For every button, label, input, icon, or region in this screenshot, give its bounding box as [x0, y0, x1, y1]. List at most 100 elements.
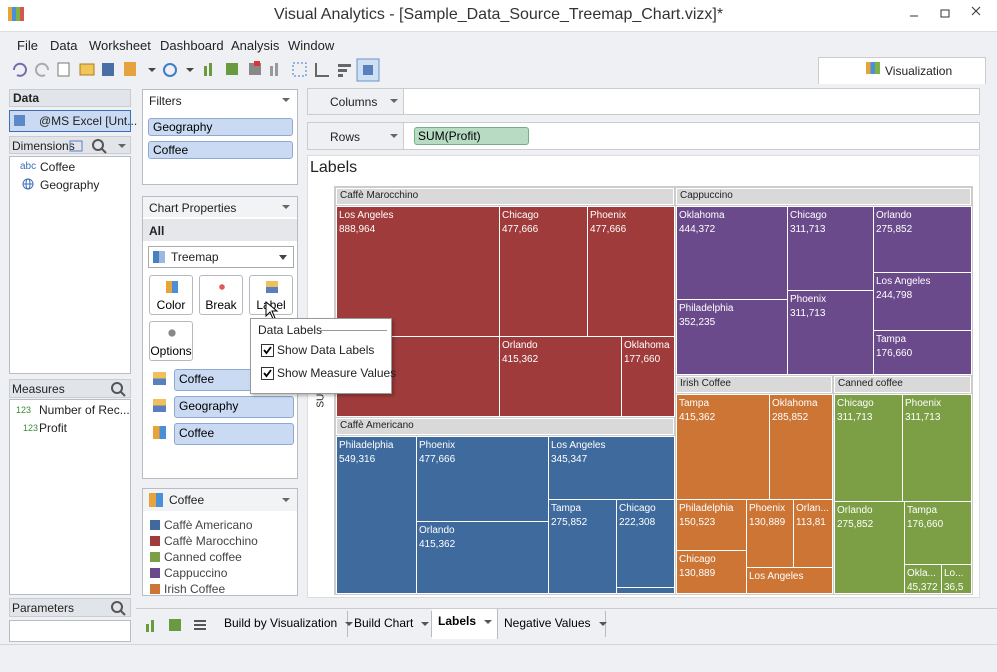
cell-value: 477,666: [419, 454, 456, 465]
tab-dropdown[interactable]: [598, 621, 607, 626]
mark-pill[interactable]: Coffee: [174, 423, 294, 445]
chart-type-select[interactable]: Treemap: [148, 246, 294, 268]
menu-item[interactable]: Window: [288, 38, 335, 53]
treemap-cell[interactable]: Chicago 130,889: [676, 550, 747, 594]
visualization-tab[interactable]: Visualization: [818, 57, 986, 84]
cell-value: 311,713: [837, 412, 873, 423]
property-button[interactable]: Label: [249, 275, 293, 315]
search-icon[interactable]: [110, 381, 128, 397]
mark-icon: [153, 426, 166, 439]
dimensions-list: abc Coffee Geography: [9, 156, 131, 374]
sheet-tab[interactable]: Build Chart: [348, 611, 432, 637]
dimension-item[interactable]: Coffee: [40, 160, 76, 174]
sheet-tab[interactable]: Negative Values: [498, 611, 607, 637]
menu-item[interactable]: Worksheet: [89, 38, 151, 53]
treemap-cell[interactable]: Orlando 275,852: [834, 501, 905, 594]
tab-dropdown[interactable]: [421, 621, 430, 626]
treemap-cell[interactable]: Philadelphia 150,523: [676, 499, 747, 551]
treemap-cell[interactable]: Philadelphia 549,316: [336, 436, 417, 594]
visualization-icon: [866, 62, 880, 74]
dimension-item[interactable]: Geography: [40, 178, 100, 192]
dropdown-arrow[interactable]: [390, 99, 398, 103]
treemap-cell[interactable]: Phoenix 477,666: [416, 436, 549, 522]
cell-value: 130,889: [679, 568, 716, 579]
checkbox[interactable]: [261, 367, 274, 380]
treemap-cell[interactable]: Oklahoma 177,660: [621, 336, 675, 417]
cell-value: 311,713: [905, 412, 941, 423]
legend-label: Cappuccino: [164, 566, 228, 580]
treemap-cell[interactable]: Los Angeles 244,798: [873, 272, 972, 331]
menu-item[interactable]: Dashboard: [160, 38, 224, 53]
cell-value: 150,523: [679, 517, 716, 528]
treemap-cell[interactable]: Phoenix 130,889: [746, 499, 794, 568]
cell-value: 244,798: [876, 290, 913, 301]
filter-pill[interactable]: Coffee: [148, 141, 293, 159]
treemap-cell[interactable]: Chicago 311,713: [834, 394, 903, 502]
treemap-cell[interactable]: Tampa 176,660: [904, 501, 972, 565]
group-header: Irish Coffee: [676, 376, 832, 393]
treemap-cell[interactable]: Okla... 45,372: [904, 564, 942, 594]
cell-label: Los Angeles: [551, 440, 606, 451]
rows-label: Rows: [330, 130, 361, 144]
cell-value: 275,852: [551, 517, 588, 528]
tab-tools[interactable]: [143, 615, 213, 635]
dropdown-arrow[interactable]: [282, 205, 290, 209]
sheet-tab[interactable]: Build by Visualization: [218, 611, 354, 637]
shelf-label-area: [308, 89, 404, 114]
property-button[interactable]: Options: [149, 321, 193, 361]
treemap-cell[interactable]: Phoenix 477,666: [587, 206, 675, 337]
window-controls[interactable]: [890, 0, 997, 30]
dropdown-arrow[interactable]: [282, 98, 290, 102]
treemap-cell[interactable]: Phoenix 311,713: [902, 394, 972, 502]
treemap-cell[interactable]: Philadelphia 352,235: [676, 299, 788, 375]
treemap-cell[interactable]: Oklahoma 285,852: [769, 394, 833, 500]
scope-label[interactable]: All: [149, 224, 165, 238]
data-source[interactable]: @MS Excel [Unt...: [9, 110, 137, 132]
treemap-cell[interactable]: Lo... 36,5: [941, 564, 972, 594]
mark-pill[interactable]: Geography: [174, 396, 294, 418]
treemap-cell[interactable]: Phoenix 311,713: [787, 290, 874, 375]
treemap-cell[interactable]: Los Angeles: [746, 567, 833, 594]
treemap-cell[interactable]: Chicago 222,308: [616, 499, 675, 588]
treemap-cell[interactable]: [616, 587, 675, 594]
treemap-cell[interactable]: Orlando 415,362: [416, 521, 549, 594]
tab-dropdown[interactable]: [484, 619, 493, 624]
dropdown-arrow[interactable]: [282, 498, 290, 502]
treemap-cell[interactable]: Orlan... 113,81: [793, 499, 833, 568]
group-header: Caffè Americano: [336, 418, 674, 435]
treemap-cell[interactable]: Los Angeles 888,964: [336, 206, 500, 337]
treemap-cell[interactable]: Orlando 415,362: [499, 336, 622, 417]
treemap-cell[interactable]: Chicago 311,713: [787, 206, 874, 291]
button-icon: [166, 281, 178, 293]
menu-item[interactable]: File: [17, 38, 38, 53]
sheet-tab[interactable]: Labels: [432, 609, 498, 639]
separator: [319, 330, 387, 331]
property-button[interactable]: Color: [149, 275, 193, 315]
search-icon[interactable]: [110, 600, 128, 616]
menu-item[interactable]: Data: [50, 38, 78, 53]
menu-item[interactable]: Analysis: [231, 38, 280, 53]
filter-pill[interactable]: Geography: [148, 118, 293, 136]
treemap-cell[interactable]: Tampa 176,660: [873, 330, 972, 375]
treemap-cell[interactable]: Orlando 275,852: [873, 206, 972, 273]
dimension-tools[interactable]: [68, 138, 128, 154]
measure-item[interactable]: Profit: [39, 421, 68, 435]
dropdown-arrow[interactable]: [390, 134, 398, 138]
cell-label: Philadelphia: [679, 303, 734, 314]
checkbox-label[interactable]: Show Measure Values: [277, 366, 397, 380]
treemap-cell[interactable]: Tampa 415,362: [676, 394, 770, 500]
parameters-box[interactable]: [9, 620, 131, 642]
measure-item[interactable]: Number of Rec...: [39, 403, 130, 417]
property-button[interactable]: Break: [199, 275, 243, 315]
rows-pill[interactable]: SUM(Profit): [414, 127, 529, 145]
cell-value: 549,316: [339, 454, 376, 465]
treemap-cell[interactable]: Chicago 477,666: [499, 206, 588, 337]
tab-dropdown[interactable]: [345, 621, 354, 626]
checkbox-label[interactable]: Show Data Labels: [277, 343, 375, 357]
checkbox[interactable]: [261, 344, 274, 357]
treemap-cell[interactable]: Tampa 275,852: [548, 499, 617, 594]
treemap-cell[interactable]: Los Angeles 345,347: [548, 436, 675, 500]
treemap-cell[interactable]: Oklahoma 444,372: [676, 206, 788, 300]
button-icon: [266, 281, 278, 293]
